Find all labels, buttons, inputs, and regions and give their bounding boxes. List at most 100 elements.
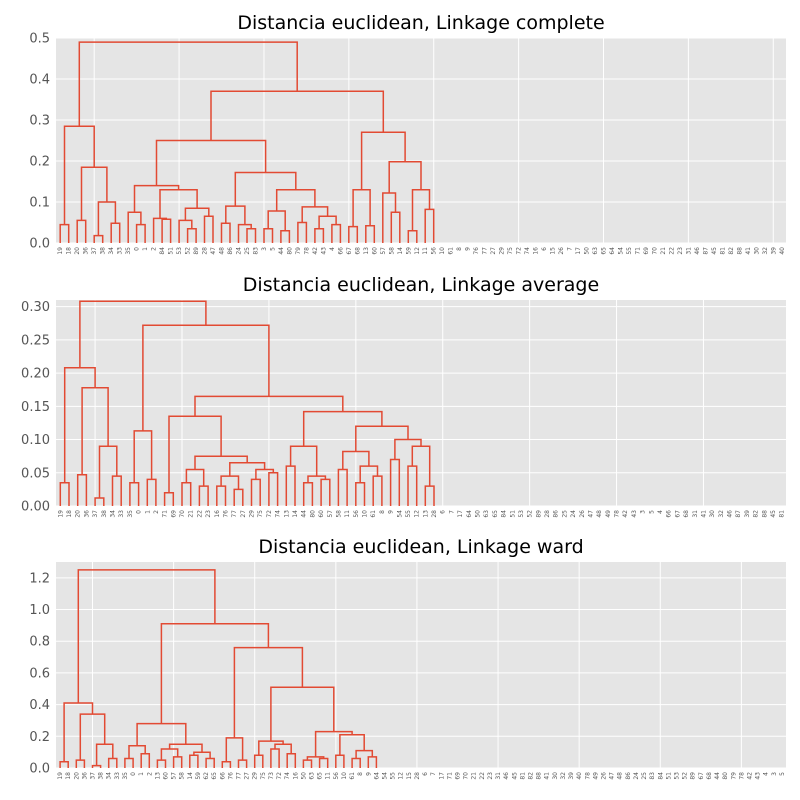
- leaf-label: 16: [214, 510, 221, 518]
- leaf-label: 19: [57, 772, 64, 780]
- y-tick-label: 1.2: [29, 571, 50, 586]
- leaf-label: 14: [397, 247, 404, 255]
- leaf-label: 2: [151, 247, 158, 251]
- leaf-label: 31: [692, 510, 699, 518]
- leaf-label: 35: [122, 772, 129, 780]
- x-tick-labels: 19 18 20 36 37 38 34 33 35 0 1 2 13 60 57 58 14 59 62 65 66 7…: [57, 772, 786, 780]
- leaf-label: 2: [146, 772, 153, 776]
- leaf-label: 37: [90, 772, 97, 780]
- leaf-label: 89: [193, 247, 200, 255]
- leaf-label: 1: [138, 772, 145, 776]
- leaf-label: 45: [770, 510, 777, 518]
- leaf-label: 88: [736, 247, 743, 255]
- leaf-label: 46: [694, 247, 701, 255]
- leaf-label: 88: [536, 772, 543, 780]
- leaf-label: 18: [66, 510, 73, 518]
- leaf-label: 57: [171, 772, 178, 780]
- leaf-label: 77: [236, 772, 243, 780]
- leaf-label: 21: [660, 247, 667, 255]
- leaf-label: 80: [286, 247, 293, 255]
- leaf-label: 64: [373, 772, 380, 780]
- leaf-label: 68: [706, 772, 713, 780]
- leaf-label: 12: [398, 772, 405, 780]
- leaf-label: 1: [142, 247, 149, 251]
- leaf-label: 53: [674, 772, 681, 780]
- y-tick-labels: 0.00 0.05 0.10 0.15 0.20 0.25 0.30: [21, 300, 50, 514]
- leaf-label: 56: [333, 772, 340, 780]
- leaf-label: 81: [719, 247, 726, 255]
- leaf-label: 86: [227, 247, 234, 255]
- leaf-label: 4: [763, 772, 770, 776]
- leaf-label: 11: [344, 510, 351, 518]
- leaf-label: 27: [490, 247, 497, 255]
- leaf-label: 77: [231, 510, 238, 518]
- leaf-label: 0: [130, 772, 137, 776]
- leaf-label: 47: [609, 772, 616, 780]
- leaf-label: 87: [702, 247, 709, 255]
- leaf-label: 77: [482, 247, 489, 255]
- leaf-label: 31: [495, 772, 502, 780]
- leaf-label: 14: [187, 772, 194, 780]
- leaf-label: 87: [735, 510, 742, 518]
- leaf-label: 17: [575, 247, 582, 255]
- leaf-label: 65: [601, 247, 608, 255]
- leaf-label: 74: [524, 247, 531, 255]
- leaf-label: 38: [101, 510, 108, 518]
- chart-title: Distancia euclidean, Linkage average: [243, 274, 599, 296]
- leaf-label: 39: [568, 772, 575, 780]
- leaf-label: 60: [163, 772, 170, 780]
- y-tick-label: 0.6: [29, 666, 50, 681]
- leaf-label: 26: [601, 772, 608, 780]
- leaf-label: 41: [700, 510, 707, 518]
- leaf-label: 5: [269, 247, 276, 251]
- leaf-label: 80: [722, 772, 729, 780]
- x-tick-labels: 19 18 20 36 37 38 34 33 35 0 1 2 84 51 53 52 89 28 47 48 86 2…: [57, 247, 786, 255]
- leaf-label: 62: [203, 772, 210, 780]
- leaf-label: 45: [511, 772, 518, 780]
- x-tick-labels: 19 18 20 36 37 38 34 33 35 0 1 2 71 69 70 21 22 23 16 76 77 2…: [57, 510, 785, 518]
- leaf-label: 66: [666, 510, 673, 518]
- leaf-label: 15: [550, 247, 557, 255]
- y-tick-label: 0.25: [21, 333, 50, 348]
- leaf-label: 27: [240, 510, 247, 518]
- leaf-label: 44: [714, 772, 721, 780]
- leaf-label: 19: [57, 510, 64, 518]
- leaf-label: 79: [295, 247, 302, 255]
- leaf-label: 29: [499, 247, 506, 255]
- leaf-label: 48: [219, 247, 226, 255]
- leaf-label: 11: [422, 247, 429, 255]
- leaf-label: 82: [753, 510, 760, 518]
- leaf-label: 20: [73, 772, 80, 780]
- leaf-label: 26: [558, 247, 565, 255]
- leaf-label: 75: [260, 772, 267, 780]
- leaf-label: 20: [74, 247, 81, 255]
- leaf-label: 57: [380, 247, 387, 255]
- y-tick-label: 0.0: [29, 762, 50, 777]
- leaf-label: 72: [276, 772, 283, 780]
- leaf-label: 70: [179, 510, 186, 518]
- leaf-label: 32: [718, 510, 725, 518]
- y-tick-label: 0.10: [21, 433, 50, 448]
- leaf-label: 72: [516, 247, 523, 255]
- leaf-label: 22: [196, 510, 203, 518]
- leaf-label: 34: [106, 772, 113, 780]
- leaf-label: 72: [266, 510, 273, 518]
- leaf-label: 34: [108, 247, 115, 255]
- chart-title: Distancia euclidean, Linkage ward: [258, 536, 583, 558]
- leaf-label: 5: [779, 772, 786, 776]
- leaf-label: 9: [388, 510, 395, 514]
- leaf-label: 52: [527, 510, 534, 518]
- y-tick-label: 0.15: [21, 400, 50, 415]
- y-tick-label: 0.3: [29, 114, 50, 129]
- leaf-label: 28: [414, 772, 421, 780]
- leaf-label: 17: [457, 510, 464, 518]
- leaf-label: 50: [474, 510, 481, 518]
- leaf-label: 36: [83, 247, 90, 255]
- leaf-label: 64: [466, 510, 473, 518]
- leaf-label: 8: [357, 772, 364, 776]
- leaf-label: 8: [456, 247, 463, 251]
- leaf-label: 28: [431, 510, 438, 518]
- axes-background: [56, 300, 786, 506]
- leaf-label: 63: [592, 247, 599, 255]
